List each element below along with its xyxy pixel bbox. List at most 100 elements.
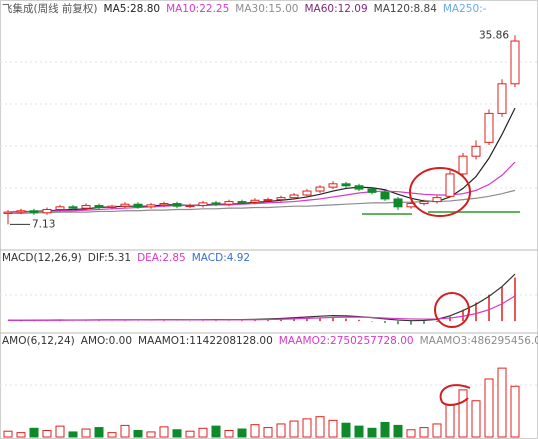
volume-bar <box>198 427 208 438</box>
candle-body <box>484 112 494 143</box>
legend-entry: AMO:0.00 <box>81 335 132 347</box>
volume-bar <box>3 430 13 438</box>
legend-entry: MAAMO3:486295456.00 <box>420 335 538 347</box>
volume-bar <box>250 424 260 438</box>
volume-bar <box>133 429 143 438</box>
chart-title: 飞集成(周线 前复权) <box>2 2 98 15</box>
candle-body <box>16 210 26 213</box>
volume-bar <box>289 420 299 438</box>
volume-bar <box>120 424 130 438</box>
candle-body <box>419 201 429 205</box>
candle-body <box>68 206 78 209</box>
volume-bar <box>406 429 416 438</box>
candle-body <box>185 205 195 208</box>
volume-bar <box>432 423 442 438</box>
highlight-circle <box>434 292 470 328</box>
legend-entry: MA60:12.09 <box>304 3 367 15</box>
candle-body <box>354 185 364 190</box>
volume-bar <box>237 428 247 438</box>
legend-entry: MA120:8.84 <box>374 3 438 15</box>
volume-bar <box>55 425 65 438</box>
volume-bar <box>172 429 182 438</box>
candle-body <box>133 203 143 208</box>
volume-bar <box>42 429 52 438</box>
candle-body <box>159 203 169 206</box>
volume-bar <box>81 428 91 438</box>
candle-body <box>250 199 260 203</box>
candle-body <box>458 155 468 175</box>
legend-entry: MACD:4.92 <box>192 252 250 264</box>
candle-body <box>146 204 156 208</box>
volume-bar <box>510 385 520 438</box>
volume-bar <box>471 400 481 438</box>
legend-entry: MAAMO1:1142208128.00 <box>138 335 273 347</box>
volume-bar <box>94 427 104 438</box>
candle-body <box>510 40 520 85</box>
legend-entry: MAAMO2:2750257728.00 <box>279 335 414 347</box>
highlight-circle <box>439 384 471 406</box>
candle-body <box>315 186 325 192</box>
volume-bar <box>419 427 429 438</box>
volume-bar <box>159 426 169 438</box>
price-annotation: 7.13 <box>32 218 55 230</box>
candle-body <box>276 197 286 201</box>
volume-bar <box>146 431 156 438</box>
volume-bar <box>341 422 351 438</box>
ma-line <box>8 161 516 213</box>
candle-body <box>107 205 117 208</box>
volume-bar <box>484 378 494 438</box>
legend-entry: DEA:2.85 <box>137 252 186 264</box>
candle-body <box>55 206 65 210</box>
candle-body <box>237 201 247 204</box>
volume-bar <box>276 423 286 438</box>
candle-body <box>94 205 104 208</box>
candle-body <box>367 188 377 193</box>
volume-bar <box>263 427 273 438</box>
volume-bar <box>458 389 468 438</box>
volume-bar <box>107 432 117 438</box>
candle-body <box>497 83 507 114</box>
candle-body <box>380 191 390 200</box>
volume-bar <box>224 429 234 438</box>
candle-body <box>263 199 273 202</box>
volume-bar <box>68 431 78 438</box>
volume-bar <box>380 422 390 438</box>
candle-body <box>29 210 39 214</box>
candle-body <box>198 202 208 207</box>
candle-body <box>172 203 182 207</box>
highlight-circle <box>409 167 471 217</box>
volume-bar <box>445 403 455 438</box>
ma-line <box>8 189 516 215</box>
price-annotation: 35.86 <box>479 29 509 41</box>
candle-body <box>81 205 91 209</box>
legend-entry: DIF:5.31 <box>88 252 131 264</box>
candle-body <box>341 183 351 187</box>
candle-body <box>445 173 455 197</box>
legend-entry: MA5:28.80 <box>104 3 161 15</box>
legend-entry: MA30:15.00 <box>235 3 298 15</box>
macd-line <box>7 295 516 321</box>
candle-body <box>302 190 312 196</box>
volume-bar <box>211 425 221 438</box>
volume-bar <box>354 425 364 438</box>
candle-body <box>211 202 221 205</box>
volume-bar <box>29 427 39 438</box>
marks <box>3 35 520 438</box>
candle-body <box>289 194 299 199</box>
legend-entry: MA10:22.25 <box>166 3 229 15</box>
candle-body <box>393 198 403 208</box>
candle-body <box>471 145 481 157</box>
candle-body <box>3 211 13 214</box>
volume-bar <box>367 427 377 438</box>
panel-title: AMO(6,12,24) <box>2 335 75 347</box>
volume-bar <box>497 367 507 438</box>
panel-title: MACD(12,26,9) <box>2 252 82 264</box>
volume-bar <box>315 416 325 438</box>
volume-bar <box>185 430 195 438</box>
volume-bar <box>393 424 403 438</box>
volume-bar <box>16 432 26 438</box>
candle-body <box>432 197 442 203</box>
candle-body <box>224 201 234 205</box>
